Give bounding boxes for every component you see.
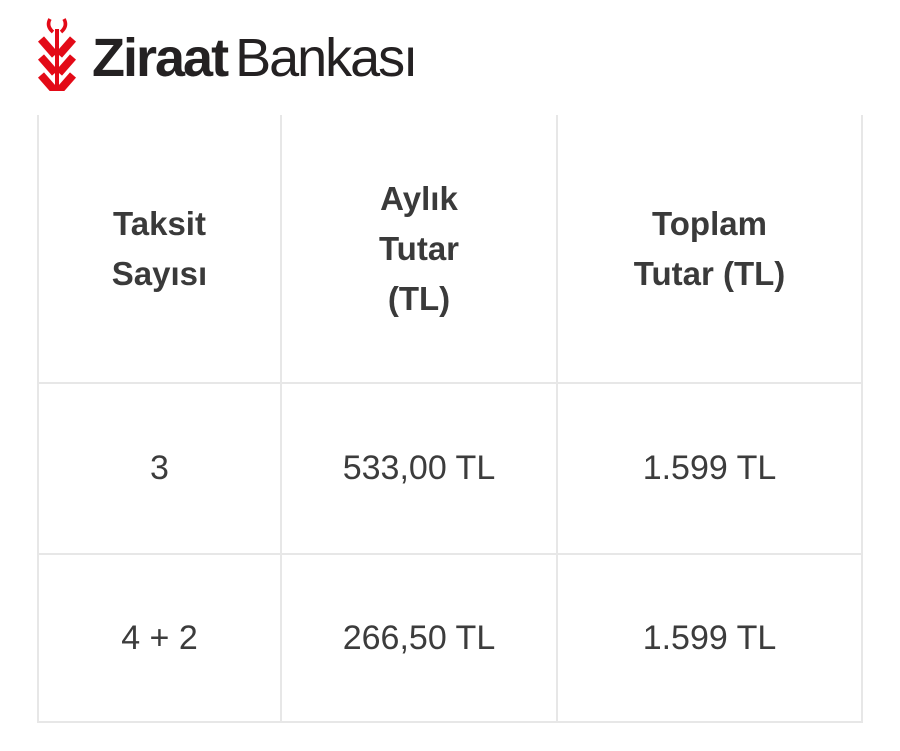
header-line: Tutar (378, 229, 460, 267)
column-header-aylik-tutar: Aylık Tutar (TL) (280, 115, 558, 384)
cell-toplam-tutar: 1.599 TL (556, 553, 863, 723)
wheat-emblem-icon (37, 18, 77, 91)
header-line: (TL) (387, 279, 451, 317)
logo-brand-bold: Ziraat (92, 28, 229, 88)
header-line: Aylık (380, 179, 458, 217)
table-row-installment-3: 3 533,00 TL 1.599 TL (37, 382, 863, 555)
header-row: Taksit Sayısı Aylık Tutar (TL) Toplam Tu… (37, 115, 863, 384)
cell-aylik-tutar: 533,00 TL (280, 382, 558, 555)
logo-brand-light: Bankası (235, 28, 418, 88)
cell-taksit-sayisi: 4 + 2 (37, 553, 282, 723)
installment-table: Taksit Sayısı Aylık Tutar (TL) Toplam Tu… (37, 115, 863, 723)
cell-aylik-tutar: 266,50 TL (280, 553, 558, 723)
column-header-toplam-tutar: Toplam Tutar (TL) (556, 115, 863, 384)
header-line: Taksit (113, 204, 206, 242)
cell-taksit-sayisi: 3 (37, 382, 282, 555)
header-line: Tutar (TL) (633, 254, 786, 292)
table-row-installment-4-plus-2: 4 + 2 266,50 TL 1.599 TL (37, 553, 863, 723)
cell-toplam-tutar: 1.599 TL (556, 382, 863, 555)
column-header-taksit-sayisi: Taksit Sayısı (37, 115, 282, 384)
logo-wordmark: Ziraat Bankası (92, 28, 418, 91)
header-line: Sayısı (111, 254, 208, 292)
header-line: Toplam (652, 204, 767, 242)
ziraat-bank-logo: Ziraat Bankası (35, 17, 418, 91)
